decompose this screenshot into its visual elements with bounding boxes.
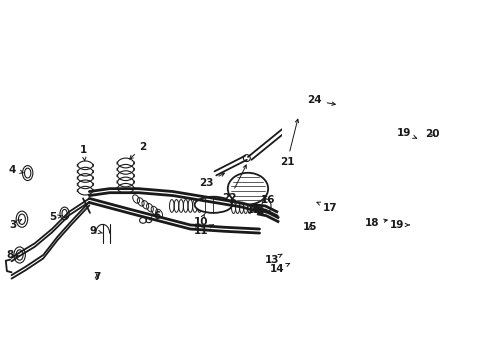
Text: 16: 16 [261,195,275,205]
Bar [433,130,442,143]
Text: 13: 13 [264,254,282,265]
Bar [415,132,425,145]
Bar [333,96,346,111]
Text: 8: 8 [7,250,20,260]
Bar [288,256,299,264]
Text: 2: 2 [129,141,146,159]
Text: 10: 10 [193,214,207,226]
Text: 3: 3 [9,220,21,230]
Text: 18: 18 [364,218,386,228]
Bar [293,108,305,123]
Text: 6: 6 [149,211,160,221]
Text: 15: 15 [303,222,317,232]
Text: 19: 19 [389,220,408,230]
Text: 21: 21 [279,119,298,167]
Text: 23: 23 [199,173,224,188]
Text: 24: 24 [306,95,335,105]
Text: 19: 19 [396,128,416,138]
Text: 7: 7 [93,272,101,282]
Text: 11: 11 [193,225,213,236]
Ellipse shape [194,197,232,213]
Text: 1: 1 [80,145,87,161]
Text: 17: 17 [316,202,337,213]
Text: 14: 14 [269,264,289,274]
Text: 12: 12 [246,205,261,215]
Ellipse shape [227,173,267,204]
Bar [410,217,419,230]
Text: 5: 5 [49,212,62,222]
Text: 20: 20 [425,129,439,139]
Text: 9: 9 [90,226,102,236]
Text: 22: 22 [222,165,246,203]
Text: 4: 4 [9,165,23,175]
